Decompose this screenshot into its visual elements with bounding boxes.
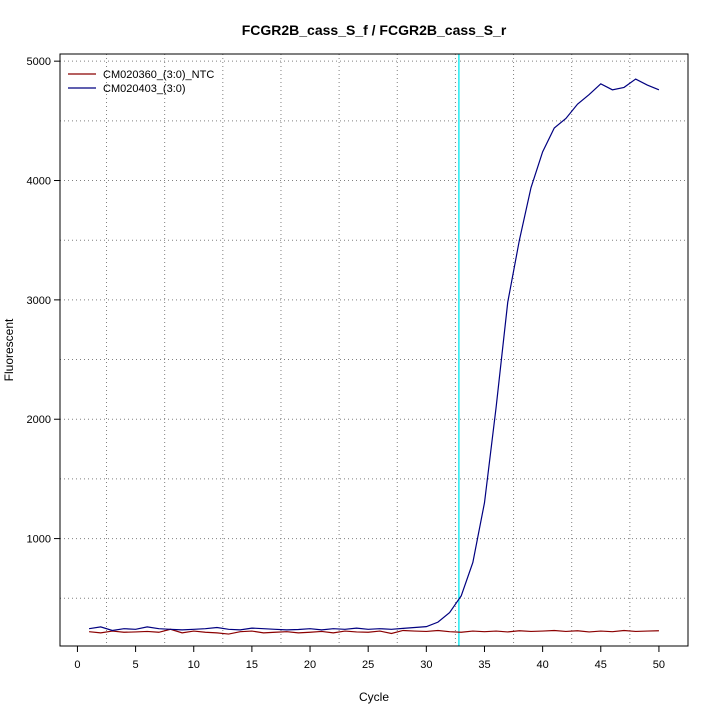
y-tick-label: 4000: [27, 176, 51, 188]
x-tick-label: 0: [74, 659, 80, 671]
x-tick-label: 25: [362, 659, 374, 671]
x-tick-label: 5: [133, 659, 139, 671]
y-tick-label: 1000: [27, 534, 51, 546]
x-tick-label: 40: [537, 659, 549, 671]
legend-label-1: CM020360_(3:0)_NTC: [103, 69, 214, 81]
grid: [60, 54, 688, 646]
x-tick-label: 50: [653, 659, 665, 671]
x-tick-label: 20: [304, 659, 316, 671]
chart-title: FCGR2B_cass_S_f / FCGR2B_cass_S_r: [242, 22, 507, 38]
y-tick-label: 5000: [27, 56, 51, 68]
x-tick-label: 35: [478, 659, 490, 671]
axes: 0 5 10 15 20 25 30 35 40 45 50 1000 2000 3000 4000 5000: [27, 56, 666, 671]
x-tick-label: 10: [188, 659, 200, 671]
x-tick-label: 15: [246, 659, 258, 671]
series-line-2: [88, 78, 660, 632]
series-lines: [88, 78, 660, 635]
y-tick-label: 3000: [27, 295, 51, 307]
y-axis-label: Fluorescent: [2, 318, 16, 381]
legend: CM020360_(3:0)_NTC CM020403_(3:0): [68, 69, 214, 95]
x-tick-label: 45: [595, 659, 607, 671]
plot-frame: [59, 53, 689, 647]
legend-label-2: CM020403_(3:0): [103, 83, 186, 95]
series-line-1: [89, 628, 659, 635]
x-tick-label: 30: [420, 659, 432, 671]
x-axis-label: Cycle: [359, 690, 389, 704]
y-tick-label: 2000: [27, 414, 51, 426]
